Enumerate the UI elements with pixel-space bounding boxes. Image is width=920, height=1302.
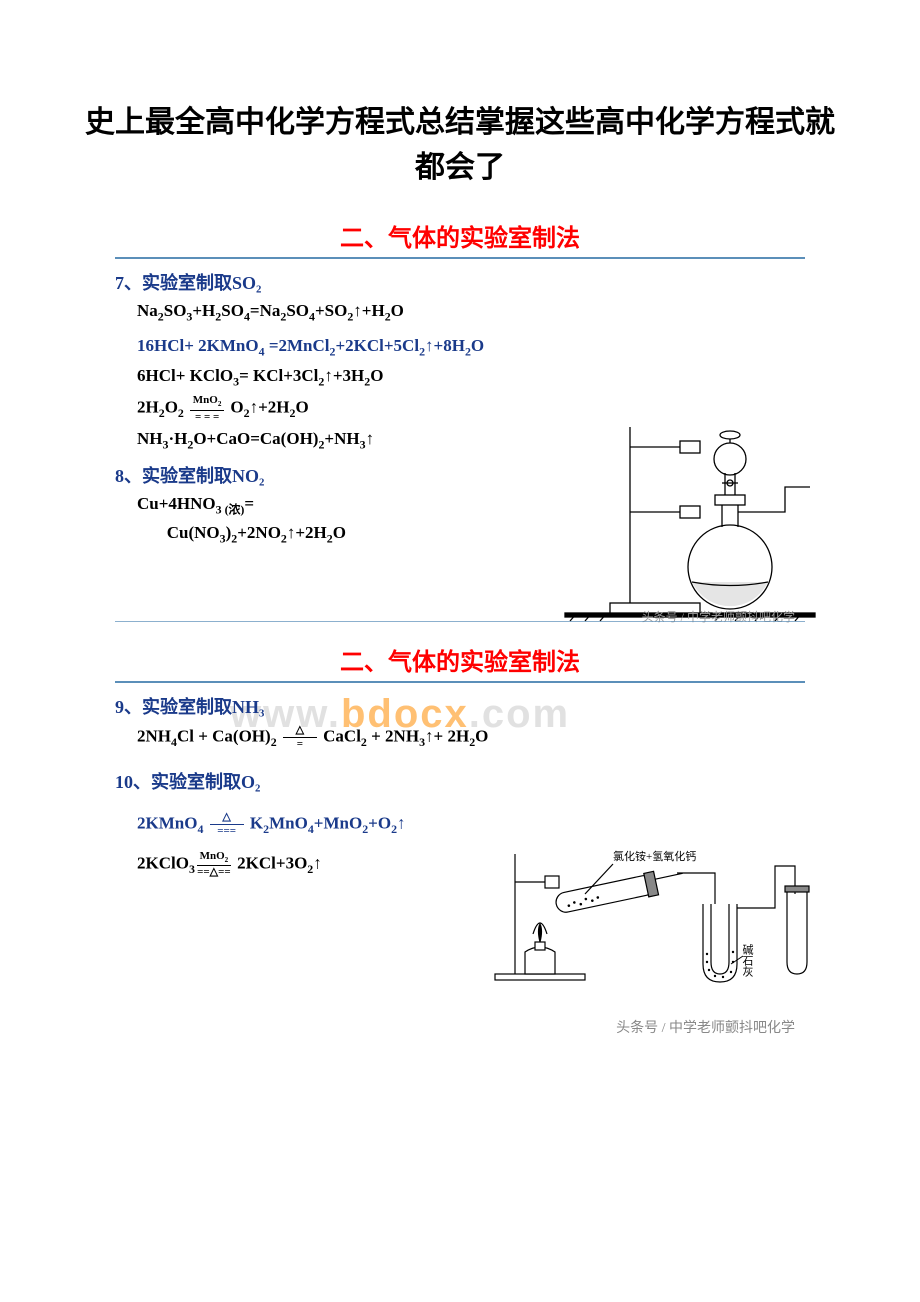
equation: 6HCl+ KClO3= KCl+3Cl2↑+3H2O — [137, 366, 805, 389]
divider — [115, 621, 805, 622]
apparatus-heating-diagram: 氯化铵+氢氧化钙 碱石灰 — [485, 834, 825, 999]
item-head-10: 10、实验室制取O₂ — [115, 768, 805, 794]
section-rule-1 — [115, 257, 805, 259]
section-header-1: 二、气体的实验室制法 — [85, 218, 835, 253]
apparatus-flask-diagram — [555, 417, 825, 627]
section1-block: 7、实验室制取SO₂ Na2SO3+H2SO4=Na2SO4+SO2↑+H2O … — [85, 269, 835, 621]
document-page: 史上最全高中化学方程式总结掌握这些高中化学方程式就都会了 二、气体的实验室制法 … — [0, 0, 920, 1077]
section1-credit: 头条号 / 中学老师颤抖吧化学 — [642, 608, 795, 625]
diagram-label-drying: 碱石灰 — [741, 944, 754, 977]
equation: 16HCl+ 2KMnO4 =2MnCl2+2KCl+5Cl2↑+8H2O — [137, 336, 805, 359]
diagram-label-reagent: 氯化铵+氢氧化钙 — [613, 849, 696, 863]
equation: 2NH4Cl + Ca(OH)2 = CaCl2 + 2NH3↑+ 2H2O — [137, 725, 805, 750]
section2-credit: 头条号 / 中学老师颤抖吧化学 — [85, 1017, 795, 1037]
item-head-9: 9、实验室制取NH₃ — [115, 693, 805, 719]
section2-block: 9、实验室制取NH₃ 2NH4Cl + Ca(OH)2 = CaCl2 + 2N… — [85, 693, 835, 993]
item-head-7: 7、实验室制取SO₂ — [115, 269, 805, 295]
section-rule-2 — [115, 681, 805, 683]
page-title: 史上最全高中化学方程式总结掌握这些高中化学方程式就都会了 — [85, 100, 835, 190]
section-header-2: 二、气体的实验室制法 — [85, 642, 835, 677]
equation: Na2SO3+H2SO4=Na2SO4+SO2↑+H2O — [137, 301, 805, 324]
